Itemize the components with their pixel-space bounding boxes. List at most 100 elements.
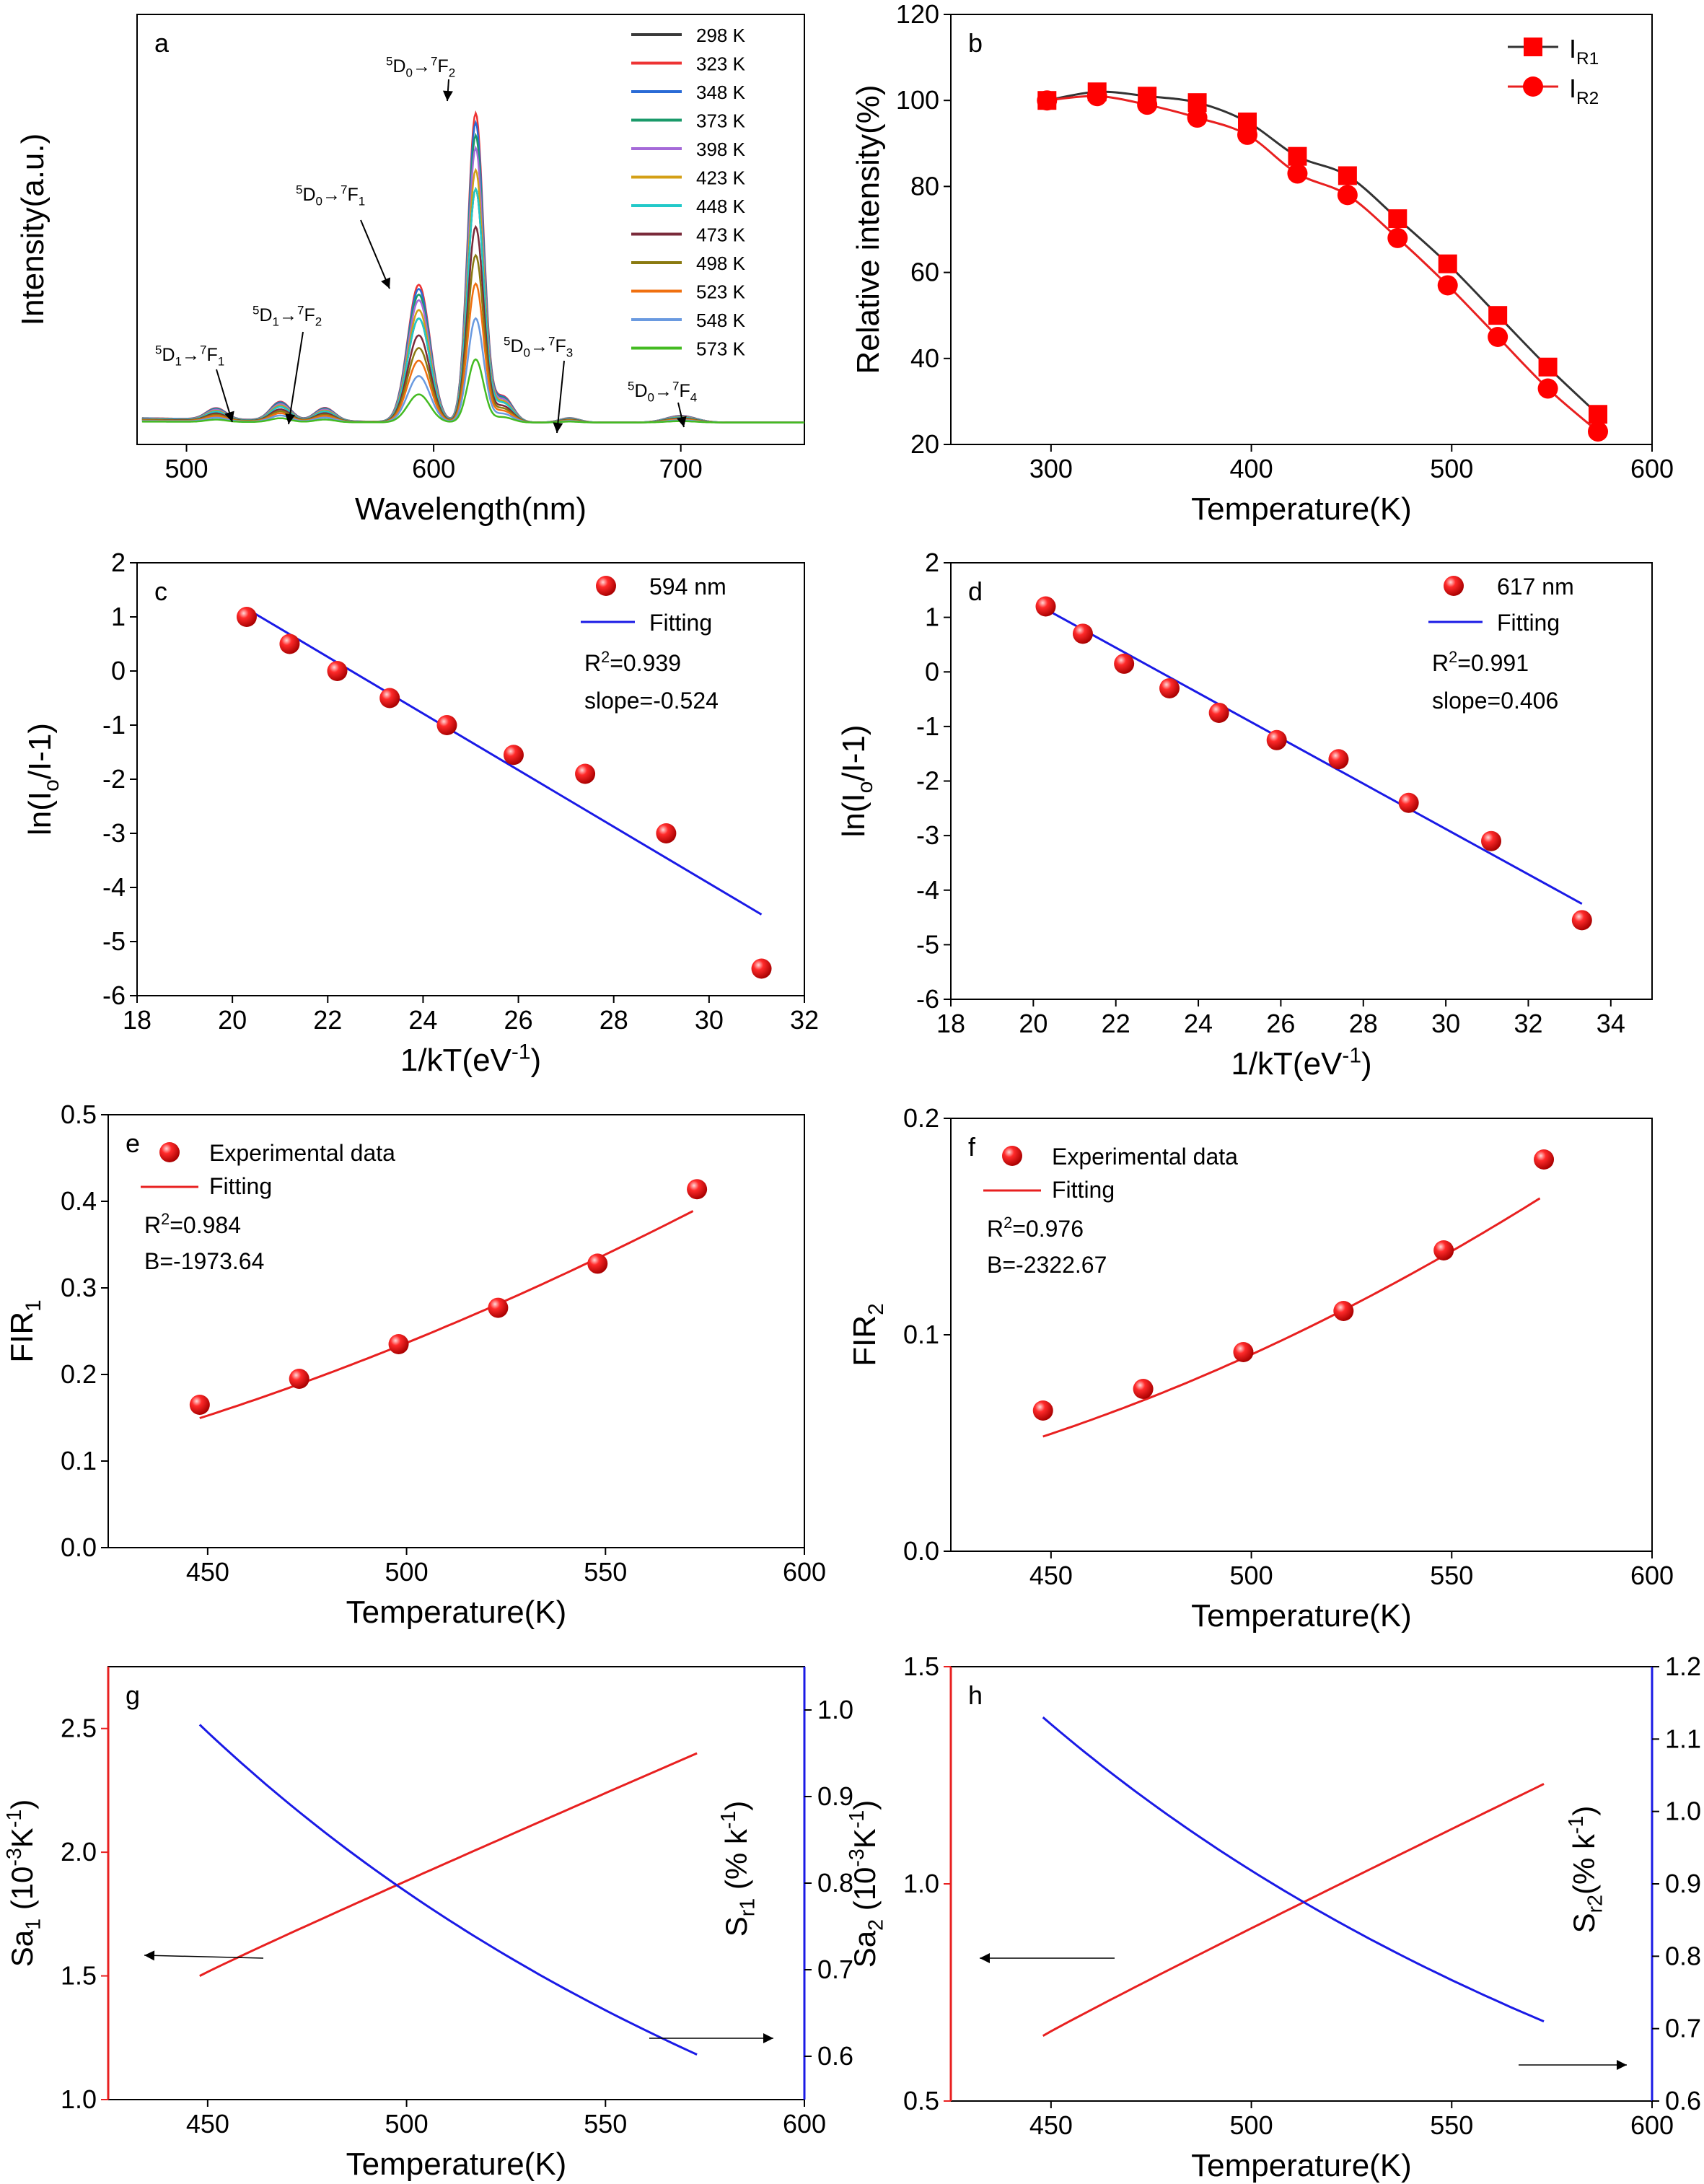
annotation-arrow-shaft (288, 331, 304, 425)
data-point-circle (1037, 90, 1058, 111)
panel-label-f: f (968, 1132, 976, 1162)
label-part: K (848, 1828, 882, 1848)
y-tick-label: -5 (102, 926, 126, 956)
data-point-square (1488, 306, 1508, 325)
legend-label: 373 K (696, 110, 746, 132)
annotation-arrow-head (285, 413, 296, 424)
y-right-tick-label: 0.6 (1665, 2086, 1701, 2115)
y-axis-label: ln(Io/I-1) (22, 723, 63, 836)
legend-label: 323 K (696, 53, 746, 75)
legend-label: 473 K (696, 224, 746, 246)
label-part: 5 (504, 335, 510, 348)
x-axis-label: Temperature(K) (346, 1595, 567, 1630)
label-part: 7 (341, 183, 347, 197)
x-tick-label: 500 (1230, 1561, 1273, 1590)
label-part: F (437, 56, 448, 76)
x-axis-label: Temperature(K) (1191, 491, 1412, 527)
label-part: 0 (316, 194, 322, 208)
data-point (289, 1369, 309, 1389)
legend-label: 573 K (696, 338, 746, 360)
label-part: =0.984 (170, 1212, 241, 1238)
data-point (1534, 1149, 1555, 1170)
data-point (1433, 1240, 1454, 1260)
data-point-circle (1187, 108, 1208, 128)
sensitivity-curve-Sa2 (1042, 1783, 1545, 2038)
r-squared-label: R2=0.984 (144, 1210, 241, 1238)
annotation-arrow-shaft (556, 360, 565, 434)
x-axis-label: Temperature(K) (346, 2146, 567, 2182)
y-right-tick-label: 1.0 (1665, 1797, 1701, 1826)
transition-annotation: 5D0→7F2 (386, 55, 455, 80)
label-part: 5 (296, 183, 302, 197)
data-point (327, 661, 348, 681)
x-tick-label: 20 (218, 1005, 247, 1035)
data-point (1159, 677, 1180, 698)
x-tick-label: 20 (1019, 1009, 1048, 1038)
label-part: → (413, 56, 431, 76)
plot-frame (950, 14, 1653, 445)
y-tick-label: 0.2 (61, 1359, 97, 1389)
transition-annotation: 5D0→7F3 (504, 335, 573, 360)
label-part: Temperature(K) (346, 1595, 567, 1630)
data-point-square (1438, 254, 1457, 273)
label-part: R2 (1576, 89, 1599, 108)
label-part: I (1569, 34, 1576, 63)
legend-label: 594 nm (649, 574, 726, 600)
x-tick-label: 500 (1230, 2110, 1273, 2140)
label-part: K (5, 1828, 39, 1848)
y-tick-label: 1.0 (61, 2084, 97, 2114)
y-tick-label: 120 (896, 0, 939, 29)
data-point-circle (1337, 185, 1358, 206)
label-part: -1 (511, 1040, 531, 1064)
plot-frame (107, 1114, 805, 1548)
x-tick-label: 600 (783, 2109, 826, 2139)
y-axis-label: FIR1 (4, 1299, 45, 1363)
x-tick-label: 550 (1430, 2110, 1473, 2140)
label-part: 5 (386, 55, 392, 69)
data-point (656, 823, 677, 843)
label-part: D (392, 56, 405, 76)
label-part: (% k (1567, 1833, 1601, 1895)
y-tick-label: -2 (102, 764, 126, 794)
label-part: 2 (601, 648, 610, 666)
label-part: =0.939 (610, 650, 681, 676)
data-point (687, 1179, 708, 1200)
label-part: 1 (218, 354, 224, 368)
label-part: → (182, 345, 200, 365)
legend-label: Experimental data (209, 1140, 395, 1166)
spectrum-line-573-K (141, 358, 804, 424)
slope-label: slope=0.406 (1432, 688, 1558, 714)
y-tick-label: 100 (896, 85, 939, 115)
legend-label: 423 K (696, 167, 746, 189)
x-tick-label: 30 (695, 1005, 724, 1035)
annotation-arrow-head (676, 416, 687, 427)
transition-annotation: 5D0→7F1 (296, 183, 365, 209)
y-tick-label: 1.5 (61, 1961, 97, 1991)
x-axis-label: Wavelength(nm) (355, 491, 587, 527)
data-point (436, 715, 457, 735)
label-part: 4 (690, 390, 697, 404)
y-tick-label: 1 (111, 602, 126, 631)
label-part: Wavelength(nm) (355, 491, 587, 527)
label-part: Temperature(K) (1191, 491, 1412, 527)
y-left-axis-label: Sa1 (10-3K-1) (3, 1799, 45, 1967)
label-part: 7 (200, 343, 206, 357)
data-point (751, 958, 772, 979)
legend-marker (1002, 1146, 1022, 1166)
y-tick-label: 2 (111, 548, 126, 577)
label-part: 2 (864, 1303, 888, 1315)
label-part: S (1567, 1913, 1601, 1933)
label-part: Temperature(K) (1191, 2148, 1412, 2183)
y-tick-label: -6 (916, 984, 939, 1014)
series-line-IR2 (1047, 95, 1599, 433)
label-part: 1 (175, 354, 182, 368)
slope-label: slope=-0.524 (584, 688, 719, 714)
panel-label-g: g (126, 1680, 140, 1710)
label-part: → (322, 185, 341, 205)
y-tick-label: 0.4 (61, 1186, 97, 1216)
data-point (236, 607, 257, 627)
label-part: 1 (22, 1299, 45, 1312)
label-part: R (584, 650, 601, 676)
data-point (1233, 1342, 1254, 1362)
y-right-tick-label: 0.8 (817, 1868, 853, 1898)
